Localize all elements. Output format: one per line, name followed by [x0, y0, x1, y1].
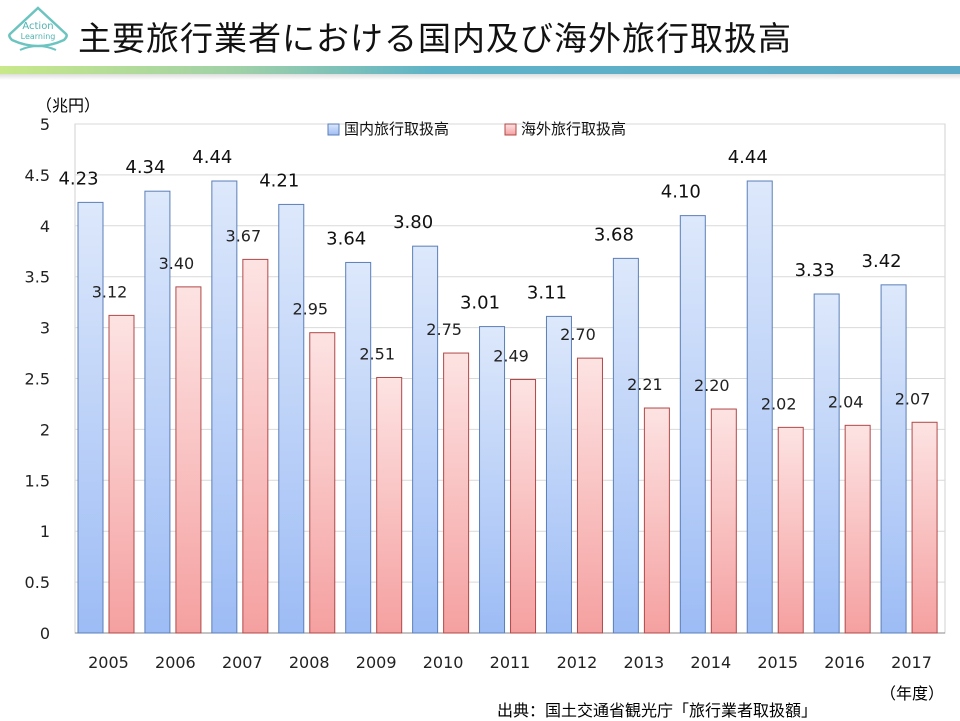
overseas-bar	[376, 376, 403, 634]
legend-swatch	[327, 123, 340, 136]
domestic-data-label: 3.64	[326, 228, 366, 249]
x-tick-label: 2006	[155, 653, 196, 672]
domestic-data-label: 3.80	[393, 212, 433, 233]
legend-label: 国内旅行取扱高	[344, 120, 449, 138]
domestic-data-label: 4.44	[728, 147, 768, 168]
domestic-bar	[679, 215, 706, 634]
overseas-data-label: 2.70	[560, 325, 596, 344]
domestic-bar	[77, 201, 104, 634]
domestic-bar	[479, 326, 506, 634]
domestic-data-label: 3.01	[460, 293, 500, 314]
y-tick-label: 0	[40, 624, 50, 643]
x-tick-label: 2010	[423, 653, 464, 672]
domestic-data-label: 4.34	[125, 157, 165, 178]
domestic-data-label: 3.33	[795, 260, 835, 281]
domestic-bar	[412, 245, 439, 634]
overseas-bar	[443, 352, 470, 634]
y-tick-label: 3.5	[25, 268, 50, 287]
y-tick-label: 5	[40, 115, 50, 134]
x-tick-label: 2012	[557, 653, 598, 672]
domestic-bar	[211, 180, 238, 634]
overseas-bar	[710, 408, 737, 634]
y-tick-label: 0.5	[25, 573, 50, 592]
x-tick-label: 2015	[757, 653, 798, 672]
overseas-data-label: 2.04	[828, 392, 864, 411]
overseas-data-label: 3.67	[226, 226, 262, 245]
y-tick-label: 1.5	[25, 471, 50, 490]
overseas-data-label: 2.21	[627, 375, 663, 394]
y-tick-label: 1	[40, 522, 50, 541]
y-tick-label: 3	[40, 319, 50, 338]
domestic-bar	[880, 284, 907, 634]
svg-text:Learning: Learning	[21, 32, 56, 41]
domestic-data-label: 4.23	[58, 168, 98, 189]
x-tick-label: 2009	[356, 653, 397, 672]
overseas-bar	[911, 421, 938, 634]
overseas-data-label: 2.20	[694, 376, 730, 395]
legend-label: 海外旅行取扱高	[521, 120, 626, 138]
x-tick-label: 2016	[824, 653, 865, 672]
x-tick-label: 2005	[88, 653, 129, 672]
y-tick-label: 2	[40, 420, 50, 439]
header-shadow	[0, 74, 960, 80]
y-tick-label: 4.5	[25, 166, 50, 185]
overseas-data-label: 2.95	[292, 300, 328, 319]
x-tick-label: 2014	[690, 653, 731, 672]
domestic-bar	[545, 315, 572, 634]
domestic-data-label: 3.68	[594, 224, 634, 245]
domestic-data-label: 4.10	[661, 182, 701, 203]
domestic-data-label: 3.42	[862, 251, 902, 272]
x-tick-label: 2013	[623, 653, 664, 672]
page-title: 主要旅行業者における国内及び海外旅行取扱高	[78, 19, 792, 58]
overseas-data-label: 2.51	[359, 344, 395, 363]
action-learning-logo: Action Learning	[8, 6, 68, 51]
overseas-data-label: 2.02	[761, 394, 797, 413]
overseas-bar	[844, 424, 871, 634]
y-tick-label: 4	[40, 217, 50, 236]
domestic-bar	[746, 180, 773, 634]
y-axis-unit: （兆円）	[36, 96, 101, 115]
overseas-bar	[309, 332, 336, 634]
overseas-data-label: 2.75	[426, 320, 462, 339]
domestic-bar	[813, 293, 840, 634]
domestic-bar	[345, 261, 372, 634]
x-tick-label: 2007	[222, 653, 263, 672]
overseas-bar	[510, 379, 537, 634]
domestic-bar	[144, 190, 171, 634]
domestic-data-label: 4.21	[259, 170, 299, 191]
domestic-data-label: 4.44	[192, 147, 232, 168]
x-axis-unit: （年度）	[880, 684, 945, 703]
domestic-data-label: 3.11	[527, 282, 567, 303]
legend-swatch	[504, 123, 517, 136]
overseas-data-label: 2.49	[493, 347, 529, 366]
overseas-bar	[643, 407, 670, 634]
x-tick-label: 2008	[289, 653, 330, 672]
overseas-bar	[108, 314, 135, 634]
overseas-bar	[242, 258, 269, 634]
x-tick-label: 2017	[891, 653, 932, 672]
svg-text:Action: Action	[22, 21, 53, 32]
y-tick-label: 2.5	[25, 370, 50, 389]
overseas-data-label: 3.40	[159, 254, 195, 273]
x-tick-label: 2011	[490, 653, 531, 672]
source-note: 出典：国土交通省観光庁「旅行業者取扱額」	[497, 701, 818, 720]
domestic-bar	[278, 203, 305, 634]
domestic-bar	[612, 257, 639, 634]
overseas-data-label: 3.12	[92, 282, 128, 301]
overseas-data-label: 2.07	[895, 389, 931, 408]
overseas-bar	[175, 286, 202, 634]
header-divider	[0, 66, 960, 74]
overseas-bar	[576, 357, 603, 634]
overseas-bar	[777, 426, 804, 634]
